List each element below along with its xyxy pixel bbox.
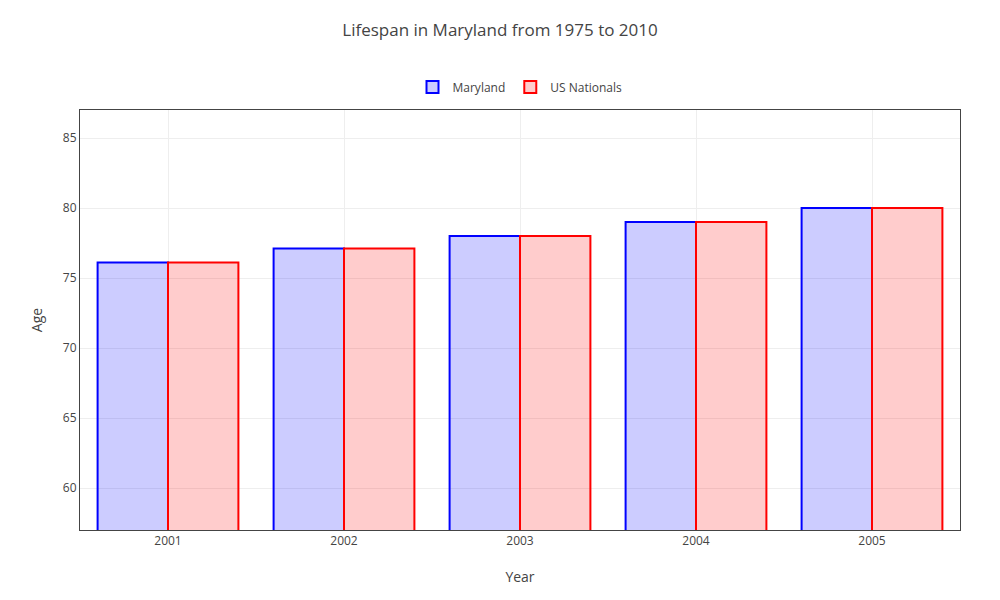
svg-text:2002: 2002: [330, 532, 358, 549]
svg-text:85: 85: [63, 129, 77, 146]
svg-text:2001: 2001: [154, 532, 181, 549]
svg-text:US Nationals: US Nationals: [550, 79, 622, 96]
svg-text:80: 80: [63, 199, 77, 216]
svg-text:2005: 2005: [858, 532, 886, 549]
svg-text:70: 70: [63, 339, 77, 356]
svg-text:Age: Age: [27, 308, 46, 332]
svg-text:2003: 2003: [506, 532, 534, 549]
svg-text:60: 60: [63, 479, 77, 496]
svg-text:Maryland: Maryland: [453, 79, 506, 96]
svg-text:65: 65: [63, 409, 77, 426]
svg-text:Year: Year: [505, 567, 534, 586]
svg-text:75: 75: [63, 269, 77, 286]
svg-text:Lifespan in Maryland from 1975: Lifespan in Maryland from 1975 to 2010: [342, 18, 657, 41]
svg-text:2004: 2004: [682, 532, 710, 549]
